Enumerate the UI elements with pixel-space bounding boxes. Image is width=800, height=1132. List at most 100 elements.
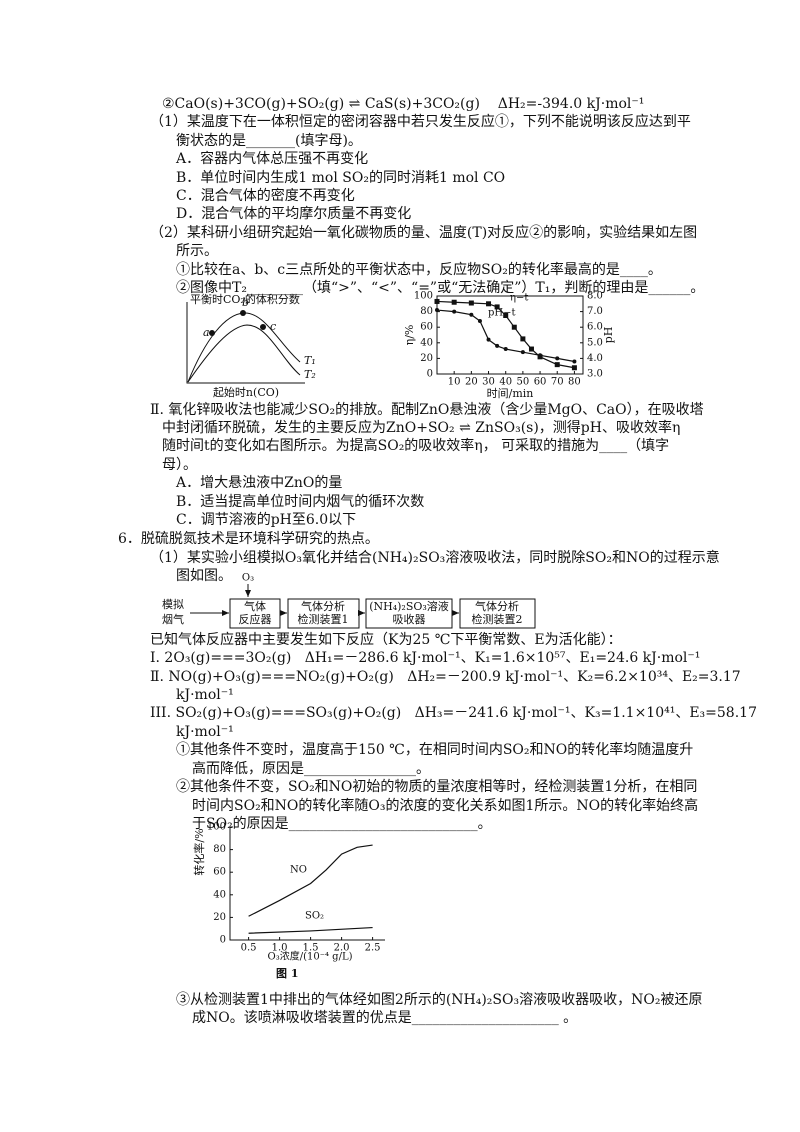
text-line: C．混合气体的密度不再变化 (176, 187, 355, 204)
y-tick-label: 20 (213, 912, 226, 923)
text-line: 所示。 (176, 243, 218, 259)
point (209, 330, 215, 336)
y-tick-label: 100 (414, 291, 433, 302)
point (468, 300, 474, 306)
series-label: pH−t (488, 308, 516, 319)
diagram (190, 584, 536, 629)
x-tick-label: 2.0 (334, 943, 350, 954)
point (538, 353, 543, 358)
text-line: ②其他条件不变，SO₂和NO初始的物质的量浓度相等时，经检测装置1分析，在相同 (176, 778, 697, 795)
series-line (248, 844, 373, 917)
y2-tick-label: 8.0 (587, 291, 603, 302)
series-line (248, 926, 373, 934)
text-line: III. SO₂(g)+O₃(g)===SO₃(g)+O₂(g) ΔH₃=－24… (150, 705, 757, 721)
text-line: Ⅰ. 2O₃(g)===3O₂(g) ΔH₁=－286.6 kJ·mol⁻¹、K… (150, 650, 700, 666)
y-tick-label: 20 (420, 353, 433, 364)
text-line: Ⅱ. 氧化锌吸收法也能减少SO₂的排放。配制ZnO悬浊液（含少量MgO、CaO）… (150, 402, 704, 418)
curve-label: T₁ (304, 354, 316, 367)
point (571, 365, 577, 371)
point (260, 324, 266, 330)
point (503, 313, 509, 318)
text-line: ②图像中T₂________（填“>”、“<”、“=”或“无法确定”）T₁，判断… (176, 280, 704, 296)
box-label: 检测装置2 (472, 612, 523, 626)
reagent-label: O₃ (242, 573, 254, 584)
point (477, 318, 482, 323)
box-label: 气体分析 (301, 599, 345, 613)
y2-tick-label: 5.0 (587, 337, 603, 348)
point (520, 336, 526, 342)
text-line: 已知气体反应器中主要发生如下反应（K为25 ℃下平衡常数、E为活化能）： (150, 631, 622, 648)
axes (229, 827, 385, 941)
series-line (436, 300, 575, 369)
y2-tick-label: 7.0 (587, 306, 603, 317)
text-line: ②CaO(s)+3CO(g)+SO₂(g) ⇌ CaS(s)+3CO₂(g) Δ… (162, 96, 644, 112)
point (555, 356, 560, 361)
x-tick-label: 1.0 (272, 943, 288, 954)
point-label: a (203, 326, 210, 339)
box-label: 气体分析 (475, 599, 519, 613)
point (452, 309, 457, 314)
text-line: （2）某科研小组研究起始一氧化碳物质的量、温度(T)对反应②的影响，实验结果如左… (150, 224, 697, 241)
y2-axis-label: pH (602, 327, 615, 344)
point (528, 346, 534, 352)
curve-t2 (187, 324, 301, 383)
series-label: SO₂ (305, 911, 324, 922)
y-tick-label: 0 (427, 369, 433, 380)
point (451, 299, 457, 305)
x-tick-label: 2.5 (365, 943, 381, 954)
y-tick-label: 60 (213, 867, 226, 878)
caption: 图 1 (276, 967, 298, 980)
text-line: kJ·mol⁻¹ (176, 687, 234, 703)
y-axis-label: 转化率/% (192, 828, 206, 875)
text-line: 6．脱硫脱氮技术是环境科学研究的热点。 (118, 531, 379, 547)
curve-t1 (187, 312, 301, 383)
point (572, 359, 577, 364)
y2-tick-label: 3.0 (587, 369, 603, 380)
y-axis-label: 平衡时CO₂的体积分数 (190, 292, 300, 306)
text-line: （1）某实验小组模拟O₃氧化并结合(NH₄)₂SO₃溶液吸收法，同时脱除SO₂和… (150, 549, 720, 566)
text-line: D．混合气体的平均摩尔质量不再变化 (176, 205, 411, 222)
y-tick-label: 40 (213, 889, 226, 900)
text-line: （1）某温度下在一体积恒定的密闭容器中若只发生反应①，下列不能说明该反应达到平 (150, 113, 691, 130)
point (511, 324, 517, 330)
point (486, 301, 492, 307)
x-tick-label: 30 (482, 377, 495, 388)
x-tick-label: 20 (465, 377, 478, 388)
series-label: NO (290, 865, 307, 876)
y-tick-label: 0 (220, 935, 226, 946)
x-tick-label: 50 (517, 377, 530, 388)
y2-tick-label: 6.0 (587, 322, 603, 333)
source-label: 烟气 (162, 612, 184, 626)
box-label: 气体 (244, 599, 266, 613)
point (494, 304, 500, 310)
y-tick-label: 80 (420, 306, 433, 317)
y-tick-label: 60 (420, 322, 433, 333)
text-line: 成NO。该喷淋吸收塔装置的优点是_____________________ 。 (192, 1010, 577, 1026)
point (520, 350, 525, 355)
text-line: kJ·mol⁻¹ (176, 724, 234, 740)
point-label: b (242, 296, 249, 309)
point (240, 310, 246, 316)
text-line: 衡状态的是_______(填字母)。 (176, 133, 362, 149)
text-line: Ⅱ. NO(g)+O₃(g)===NO₂(g)+O₂(g) ΔH₂=－200.9… (150, 669, 741, 685)
text-line: ③从检测装置1中排出的气体经如图2所示的(NH₄)₂SO₃溶液吸收器吸收，NO₂… (176, 992, 702, 1008)
x-tick-label: 60 (534, 377, 547, 388)
point (503, 347, 508, 352)
text-line: 于SO₂的原因是___________________________。 (192, 816, 492, 832)
text-line: 高而降低，原因是________________。 (192, 760, 430, 777)
point (434, 298, 440, 304)
text-line: 时间内SO₂和NO的转化率随O₃的浓度的变化关系如图1所示。NO的转化率始终高 (192, 797, 698, 814)
text-line: B．单位时间内生成1 mol SO₂的同时消耗1 mol CO (176, 170, 505, 186)
text-line: ①其他条件不变时，温度高于150 ℃，在相同时间内SO₂和NO的转化率均随温度升 (176, 741, 693, 758)
point-label: c (270, 320, 276, 333)
point (486, 337, 491, 342)
box (459, 598, 536, 629)
text-line: 中封闭循环脱硫，发生的主要反应为ZnO+SO₂ ⇌ ZnSO₃(s)，测得pH、… (162, 419, 680, 436)
box-label: (NH₄)₂SO₃溶液 (369, 599, 449, 613)
x-axis-label: 起始时n(CO) (213, 385, 279, 399)
curve-label: T₂ (304, 368, 316, 381)
x-tick-label: 0.5 (241, 943, 257, 954)
text-line: 母）。 (162, 457, 197, 473)
point (469, 312, 474, 317)
